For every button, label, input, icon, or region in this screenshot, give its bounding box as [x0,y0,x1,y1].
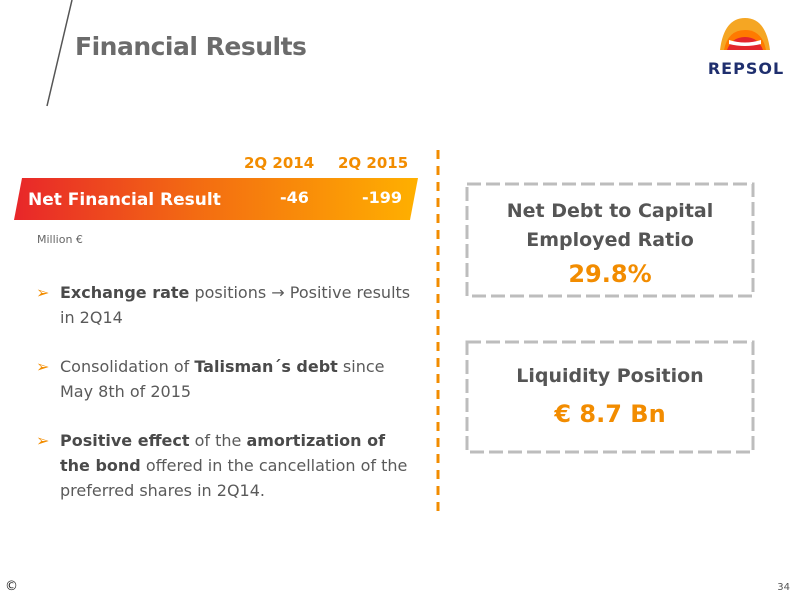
bullet-bold: Positive effect [60,431,190,450]
copyright-icon: © [5,579,18,594]
page-number: 34 [777,582,790,593]
net-debt-label-line1: Net Debt to Capital [506,200,714,222]
bullet-positive-effect: ➢ Positive effect of the amortization of… [36,428,416,503]
liquidity-box: Liquidity Position € 8.7 Bn [465,340,755,454]
liquidity-box-border [465,340,755,454]
slide-title: Financial Results [75,32,307,61]
repsol-wordmark: REPSOL [707,59,785,78]
bullet-bold: amortization of the bond [60,431,386,475]
right-arrow-icon: → [271,283,285,302]
title-slash-decoration [46,0,73,107]
bullet-text: offered in the cancellation of the prefe… [60,456,408,500]
bullet-text: Consolidation of [60,357,195,376]
liquidity-value: € 8.7 Bn [554,400,666,428]
value-2q2015: -199 [362,188,403,207]
net-financial-result-label: Net Financial Result [28,190,221,210]
liquidity-label: Liquidity Position [516,365,704,387]
net-financial-result-band [14,178,418,220]
bullet-text: positions [189,283,272,302]
value-2q2014: -46 [280,188,309,207]
net-debt-box: Net Debt to Capital Employed Ratio 29.8% [465,182,755,298]
unit-note: Million € [37,233,83,246]
bullet-arrow-icon: ➢ [36,431,50,450]
repsol-logo-icon [720,18,770,50]
vertical-dashed-divider [436,150,440,516]
bullet-text: of the [189,431,247,450]
bullet-bold: Talisman´s debt [194,357,338,376]
net-debt-value: 29.8% [568,260,652,288]
bullet-text: Positive results in 2Q14 [60,283,411,327]
bullet-consolidation: ➢ Consolidation of Talisman´s debt since… [36,354,416,404]
column-header-2q2015: 2Q 2015 [338,154,409,172]
bullet-list: ➢ Exchange rate positions → Positive res… [36,280,416,527]
bullet-exchange-rate: ➢ Exchange rate positions → Positive res… [36,280,416,330]
bullet-arrow-icon: ➢ [36,357,50,376]
column-header-2q2014: 2Q 2014 [244,154,315,172]
bullet-bold: Exchange rate [60,283,190,302]
bullet-arrow-icon: ➢ [36,283,50,302]
net-debt-box-border [465,182,755,298]
bullet-text: since May 8th of 2015 [60,357,385,401]
net-debt-label-line2: Employed Ratio [526,229,694,251]
